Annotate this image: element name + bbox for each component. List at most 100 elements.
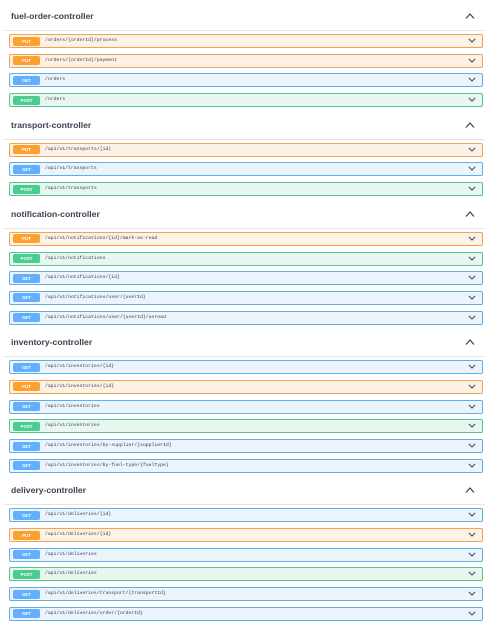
- operation-get-row[interactable]: GET /api/v1/notifications/{id}: [9, 271, 483, 286]
- operation-put-row[interactable]: PUT /orders/{orderId}/payment: [9, 53, 483, 68]
- chevron-down-icon[interactable]: [468, 512, 476, 518]
- operation-path: /api/v1/inventories/by-supplier/{supplie…: [45, 443, 172, 448]
- operation-path: /api/v1/inventories/{id}: [45, 383, 115, 389]
- chevron-up-icon[interactable]: [465, 486, 475, 494]
- section-header[interactable]: delivery-controller: [4, 478, 485, 506]
- chevron-down-icon[interactable]: [468, 591, 476, 596]
- operation-get-row[interactable]: GET /api/v1/deliveries/order/{orderId}: [9, 606, 483, 621]
- section-header[interactable]: fuel-order-controller: [4, 4, 485, 31]
- chevron-down-icon[interactable]: [468, 443, 476, 448]
- operation-post-row[interactable]: POST /api/v1/deliveries: [9, 567, 483, 582]
- method-badge: POST: [13, 95, 40, 105]
- operations-list: GET /api/v1/deliveries/{id} PUT /api/v1/…: [4, 508, 485, 621]
- method-badge: PUT: [13, 36, 40, 46]
- chevron-down-icon[interactable]: [468, 255, 476, 261]
- chevron-down-icon[interactable]: [468, 611, 476, 616]
- section-header[interactable]: transport-controller: [4, 113, 485, 140]
- chevron-down-icon[interactable]: [468, 463, 476, 468]
- operation-put-row[interactable]: PUT /api/v1/deliveries/{id}: [9, 528, 483, 543]
- method-badge: GET: [13, 293, 40, 303]
- section-notification-controller: notification-controller PUT /api/v1/noti…: [4, 202, 485, 325]
- method-badge: GET: [13, 589, 40, 599]
- chevron-down-icon[interactable]: [468, 552, 476, 557]
- method-badge: GET: [13, 609, 40, 619]
- section-title: fuel-order-controller: [11, 11, 94, 21]
- operation-path: /api/v1/notifications/{id}/mark-as-read: [45, 235, 158, 241]
- chevron-down-icon[interactable]: [468, 384, 476, 389]
- method-badge: GET: [13, 402, 40, 412]
- operation-get-row[interactable]: GET /api/v1/inventories/{id}: [9, 360, 483, 375]
- operation-get-row[interactable]: GET /api/v1/deliveries/transport/{transp…: [9, 587, 483, 602]
- method-badge: PUT: [13, 382, 40, 392]
- method-badge: GET: [13, 273, 40, 283]
- chevron-down-icon[interactable]: [468, 315, 476, 320]
- operation-path: /api/v1/deliveries: [45, 571, 97, 577]
- section-title: inventory-controller: [11, 337, 93, 348]
- chevron-down-icon[interactable]: [468, 147, 476, 152]
- operations-list: PUT /api/v1/notifications/{id}/mark-as-r…: [4, 231, 485, 325]
- chevron-down-icon[interactable]: [468, 364, 476, 369]
- chevron-up-icon[interactable]: [465, 210, 475, 218]
- section-inventory-controller: inventory-controller GET /api/v1/invento…: [4, 330, 485, 473]
- operations-list: PUT /orders/{orderId}/process PUT /order…: [4, 34, 485, 108]
- method-badge: GET: [13, 75, 40, 85]
- operation-get-row[interactable]: GET /api/v1/inventories/by-fuel-type/{fu…: [9, 458, 483, 473]
- operation-path: /api/v1/inventories/{id}: [45, 364, 115, 370]
- operations-list: PUT /api/v1/transports/{id} GET /api/v1/…: [4, 142, 485, 197]
- chevron-up-icon[interactable]: [465, 338, 475, 346]
- operation-post-row[interactable]: POST /orders: [9, 93, 483, 108]
- chevron-down-icon[interactable]: [468, 97, 476, 102]
- operation-get-row[interactable]: GET /api/v1/notifications/user/{userId}: [9, 290, 483, 305]
- operation-path: /api/v1/deliveries/{id}: [45, 512, 112, 518]
- section-delivery-controller: delivery-controller GET /api/v1/deliveri…: [4, 478, 485, 621]
- operation-put-row[interactable]: PUT /orders/{orderId}/process: [9, 34, 483, 48]
- operation-path: /api/v1/inventories: [45, 403, 100, 409]
- chevron-down-icon[interactable]: [468, 236, 476, 241]
- chevron-down-icon[interactable]: [468, 58, 476, 63]
- section-header[interactable]: inventory-controller: [4, 330, 485, 358]
- chevron-down-icon[interactable]: [468, 38, 476, 43]
- operation-get-row[interactable]: GET /api/v1/deliveries/{id}: [9, 508, 483, 523]
- operation-path: /orders: [45, 77, 66, 83]
- method-badge: POST: [13, 254, 40, 263]
- method-badge: PUT: [13, 530, 40, 540]
- operation-get-row[interactable]: GET /api/v1/notifications/user/{userId}/…: [9, 310, 483, 325]
- operation-get-row[interactable]: GET /api/v1/deliveries: [9, 547, 483, 562]
- operation-path: /api/v1/inventories/by-fuel-type/{fuelTy…: [45, 462, 169, 468]
- method-badge: POST: [13, 184, 40, 194]
- operation-path: /orders/{orderId}/payment: [45, 57, 117, 63]
- chevron-down-icon[interactable]: [468, 295, 476, 300]
- chevron-up-icon[interactable]: [465, 121, 475, 129]
- operation-post-row[interactable]: POST /api/v1/transports: [9, 182, 483, 197]
- method-badge: GET: [13, 313, 40, 323]
- section-transport-controller: transport-controller PUT /api/v1/transpo…: [4, 113, 485, 197]
- operation-post-row[interactable]: POST /api/v1/inventories: [9, 419, 483, 434]
- operation-path: /api/v1/deliveries/order/{orderId}: [45, 610, 143, 616]
- method-badge: GET: [13, 461, 40, 471]
- method-badge: PUT: [13, 234, 40, 244]
- operation-get-row[interactable]: GET /api/v1/transports: [9, 162, 483, 177]
- operation-get-row[interactable]: GET /orders: [9, 73, 483, 88]
- chevron-down-icon[interactable]: [468, 186, 476, 191]
- chevron-up-icon[interactable]: [465, 12, 475, 20]
- operation-post-row[interactable]: POST /api/v1/notifications: [9, 251, 483, 266]
- chevron-down-icon[interactable]: [468, 404, 476, 409]
- operation-get-row[interactable]: GET /api/v1/inventories: [9, 399, 483, 414]
- operation-path: /api/v1/deliveries/{id}: [45, 532, 112, 538]
- chevron-down-icon[interactable]: [468, 571, 476, 577]
- operation-put-row[interactable]: PUT /api/v1/transports/{id}: [9, 142, 483, 157]
- operation-path: /api/v1/notifications: [45, 255, 106, 261]
- chevron-down-icon[interactable]: [468, 166, 476, 172]
- chevron-down-icon[interactable]: [468, 423, 476, 429]
- operations-list: GET /api/v1/inventories/{id} PUT /api/v1…: [4, 360, 485, 473]
- operation-put-row[interactable]: PUT /api/v1/inventories/{id}: [9, 379, 483, 394]
- section-header[interactable]: notification-controller: [4, 202, 485, 229]
- chevron-down-icon[interactable]: [468, 275, 476, 280]
- method-badge: GET: [13, 510, 40, 520]
- method-badge: POST: [13, 569, 40, 579]
- chevron-down-icon[interactable]: [468, 77, 476, 83]
- api-docs-page: fuel-order-controller PUT /orders/{order…: [4, 4, 485, 627]
- operation-get-row[interactable]: GET /api/v1/inventories/by-supplier/{sup…: [9, 439, 483, 453]
- chevron-down-icon[interactable]: [468, 532, 476, 537]
- operation-put-row[interactable]: PUT /api/v1/notifications/{id}/mark-as-r…: [9, 231, 483, 246]
